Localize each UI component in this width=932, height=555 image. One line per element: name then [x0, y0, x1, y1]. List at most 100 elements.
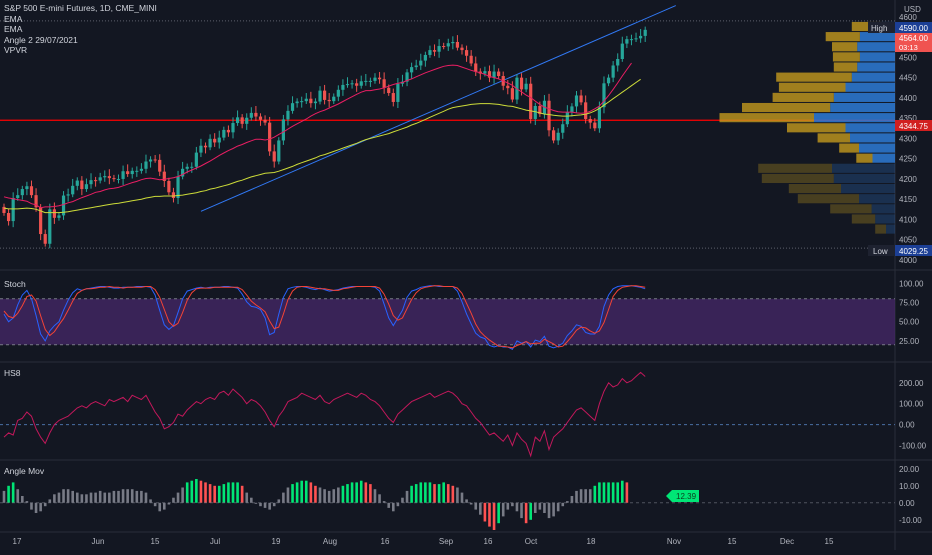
angle-bar: [410, 485, 413, 503]
angle-label[interactable]: Angle Mov: [4, 466, 45, 476]
hs8-tick-label: 100.00: [899, 400, 924, 409]
candle-body: [584, 102, 588, 119]
angle-bar: [103, 492, 107, 503]
angle-bar: [176, 492, 180, 503]
y-tick-label: 4300: [899, 134, 917, 143]
vp-down-bar: [761, 173, 834, 184]
angle-bar: [309, 482, 313, 503]
vp-up-bar: [841, 184, 895, 194]
candle-body: [6, 212, 11, 222]
angle-bar: [250, 497, 253, 503]
candle-body: [290, 103, 295, 111]
angle-bar: [373, 489, 377, 503]
stoch-band: [0, 298, 895, 345]
candle-body: [139, 168, 143, 171]
vp-up-bar: [850, 133, 895, 143]
candle-body: [497, 71, 501, 77]
x-tick-label: Jul: [210, 537, 220, 546]
angle-bar: [144, 492, 148, 503]
candle-body: [350, 83, 354, 85]
angle-bar: [282, 492, 285, 503]
candle-body: [451, 41, 455, 44]
candle-body: [190, 166, 194, 168]
level-bg: [895, 120, 932, 131]
candle-body: [387, 87, 391, 94]
candle-body: [396, 83, 400, 102]
angle-bar: [277, 499, 281, 503]
candle-body: [194, 152, 198, 167]
candle-body: [377, 77, 382, 80]
candle-body: [245, 117, 249, 124]
y-tick-label: 4400: [899, 94, 917, 103]
angle-bar: [240, 485, 244, 503]
candle-body: [71, 185, 75, 195]
angle-bar: [501, 502, 505, 517]
candle-body: [419, 60, 423, 66]
candle-body: [121, 171, 125, 179]
indicator-angle-line[interactable]: Angle 2 29/07/2021: [4, 34, 78, 45]
angle-tick-label: 0.00: [899, 499, 915, 508]
hs8-tick-label: -100.00: [899, 441, 927, 450]
candle-body: [286, 110, 290, 120]
x-tick-label: 16: [381, 537, 390, 546]
angle-bar: [488, 502, 491, 527]
angle-bar: [346, 484, 349, 503]
angle-bar: [158, 502, 162, 512]
candle-body: [84, 184, 89, 190]
trend-line: [200, 5, 676, 212]
indicator-vpvr[interactable]: VPVR: [4, 45, 28, 55]
angle-bar: [30, 502, 33, 510]
angle-tick-label: -10.00: [899, 516, 922, 525]
candle-body: [606, 77, 611, 84]
angle-bar: [318, 487, 322, 503]
candle-body: [11, 197, 15, 222]
y-tick-label: 4450: [899, 74, 917, 83]
angle-bar: [561, 502, 565, 507]
candle-body: [48, 209, 52, 244]
vp-down-bar: [797, 194, 859, 204]
x-tick-label: Jun: [92, 537, 105, 546]
candle-body: [391, 93, 395, 102]
stoch-tick-label: 50.00: [899, 318, 920, 327]
angle-bar: [547, 502, 551, 519]
candle-body: [561, 124, 565, 133]
stoch-tick-label: 75.00: [899, 299, 920, 308]
indicator-ema-slow[interactable]: EMA: [4, 24, 23, 34]
candle-body: [492, 71, 496, 78]
candle-body: [300, 101, 304, 103]
last-price-badge: 4564.00 03:13: [895, 33, 932, 52]
candle-body: [126, 171, 130, 175]
hs8-label[interactable]: HS8: [4, 368, 21, 378]
angle-bar: [414, 484, 418, 503]
candle-body: [437, 46, 441, 52]
candle-body: [171, 192, 176, 198]
candle-body: [524, 83, 528, 90]
angle-bar: [396, 502, 400, 507]
vp-down-bar: [832, 52, 860, 62]
x-tick-label: Oct: [525, 537, 538, 546]
candle-body: [309, 98, 313, 104]
angle-bar: [511, 502, 514, 507]
vp-down-bar: [825, 32, 860, 42]
angle-bar: [570, 496, 574, 503]
angle-value: 12.39: [676, 492, 697, 501]
x-tick-label: 18: [587, 537, 596, 546]
candle-body: [217, 137, 221, 143]
angle-bar: [424, 482, 427, 503]
stoch-tick-label: 25.00: [899, 337, 920, 346]
angle-bar: [401, 497, 404, 503]
stoch-label[interactable]: Stoch: [4, 279, 26, 289]
vp-up-bar: [857, 62, 895, 72]
candle-body: [593, 122, 597, 129]
low-badge: Low 4029.25: [868, 245, 932, 256]
candle-body: [39, 207, 43, 235]
angle-bar: [34, 502, 38, 513]
candle-body: [506, 85, 510, 89]
candle-body: [410, 67, 414, 73]
vp-up-bar: [872, 153, 895, 163]
angle-bar: [405, 490, 409, 503]
vp-up-bar: [851, 72, 895, 82]
angle-bar: [575, 490, 578, 503]
indicator-ema-fast[interactable]: EMA: [4, 13, 23, 24]
